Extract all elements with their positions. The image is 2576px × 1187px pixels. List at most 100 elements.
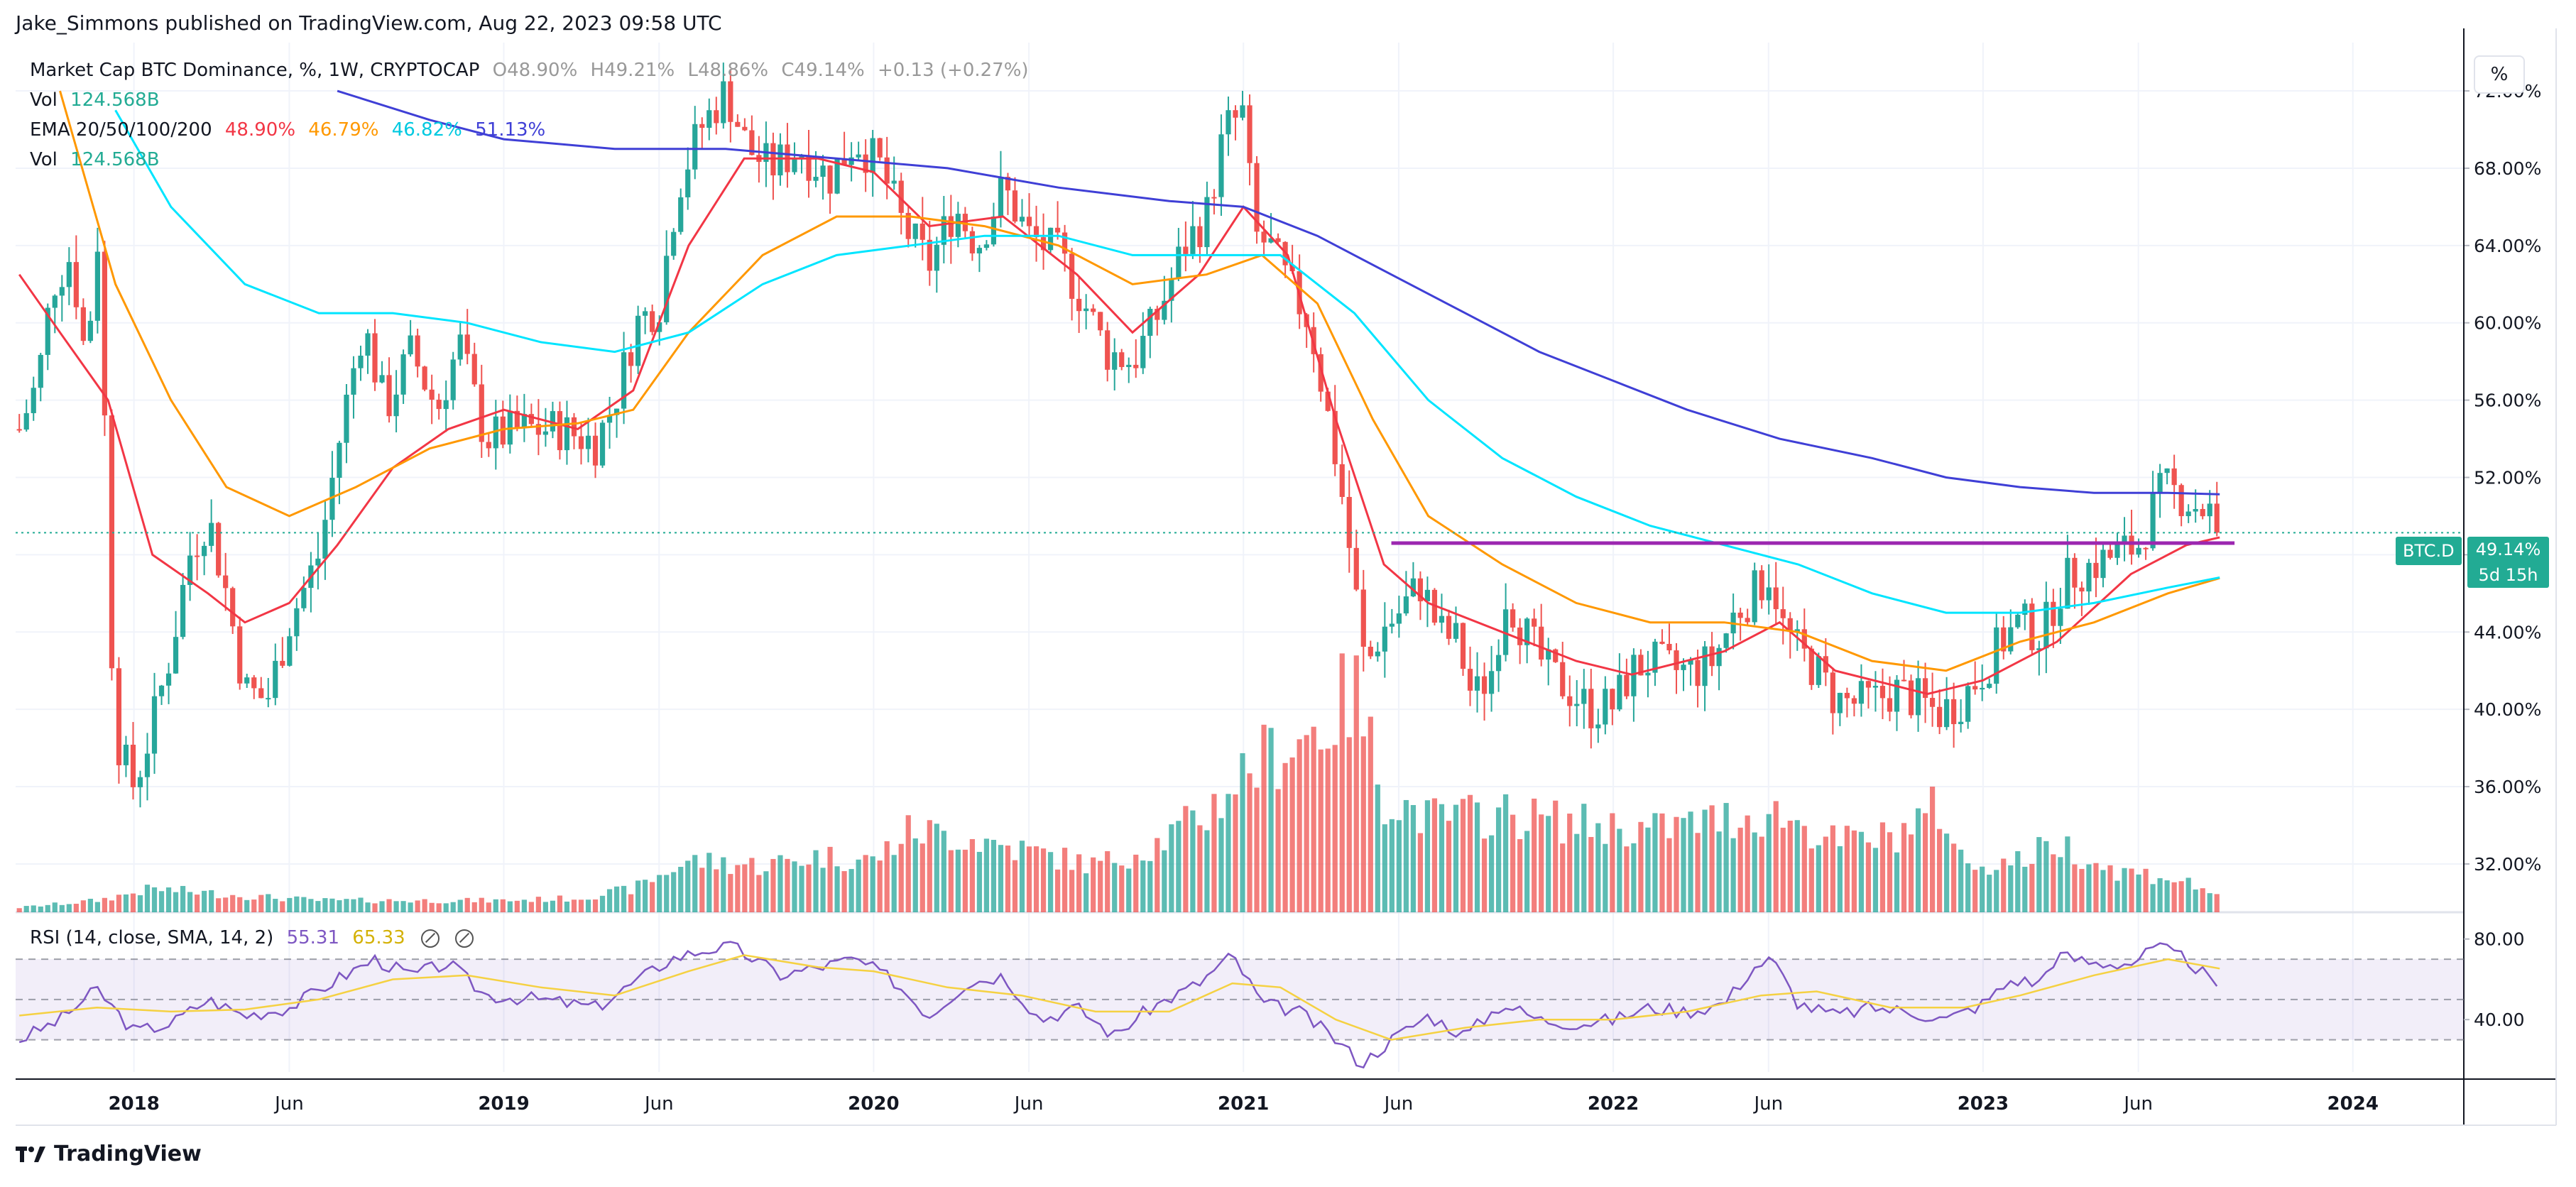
candle-body [1901, 679, 1907, 682]
volume-label[interactable]: Vol [30, 89, 58, 111]
volume-bar [863, 855, 868, 912]
volume-bar [1282, 762, 1288, 912]
volume-bar [1169, 824, 1174, 912]
volume-bar [2129, 868, 2134, 912]
volume-bar [1047, 852, 1054, 912]
candle-body [535, 424, 542, 435]
candle-body [521, 414, 527, 428]
candle-body [294, 608, 300, 637]
ohlc-change: +0.13 (+0.27%) [877, 60, 1029, 81]
candle-body [1211, 197, 1217, 199]
volume-bar [1980, 866, 1985, 912]
ema-label[interactable]: EMA 20/50/100/200 [30, 119, 212, 141]
candle-body [102, 251, 108, 416]
candle-body [1439, 616, 1445, 623]
candle-body [976, 248, 983, 253]
candle-body [1353, 547, 1359, 590]
candle-body [16, 429, 22, 431]
candle-body [1808, 648, 1814, 685]
volume-bar [493, 899, 498, 912]
volume-bar [806, 864, 812, 912]
candle-body [1197, 226, 1203, 248]
volume-bar [1105, 850, 1110, 912]
volume-bar [1958, 849, 1964, 912]
volume-bar [1396, 820, 1402, 912]
candle-body [258, 688, 264, 699]
volume-bar [1510, 814, 1516, 912]
volume-bar [1176, 821, 1181, 912]
volume-bar [678, 867, 684, 912]
candle-body [792, 159, 797, 173]
volume-bar [1410, 804, 1417, 912]
volume-bar [38, 906, 43, 912]
candle-body [2100, 549, 2106, 579]
candle-body [1375, 651, 1380, 657]
candle-body [1247, 105, 1252, 163]
volume-bar [344, 899, 349, 912]
footer-brand[interactable]: TradingView [16, 1142, 202, 1166]
candle-body [1737, 612, 1743, 618]
candle-body [1098, 312, 1103, 331]
volume-bar [998, 845, 1004, 912]
volume-bar [1631, 843, 1637, 912]
candle-body [1823, 656, 1828, 673]
candle-body [1617, 674, 1622, 710]
candle-body [1084, 308, 1089, 312]
candle-body [650, 311, 655, 332]
volume-bar [756, 875, 762, 912]
candle-body [180, 584, 186, 638]
candle-body [1603, 689, 1608, 725]
volume-bar [2136, 874, 2141, 912]
volume-bar [2015, 850, 2021, 912]
candle-body [1261, 231, 1267, 243]
candle-body [848, 157, 854, 165]
volume-bar [1730, 838, 1736, 912]
candle-body [1169, 278, 1174, 301]
candle-body [1410, 578, 1417, 597]
candle-body [948, 216, 954, 237]
candle-body [877, 138, 883, 158]
volume-bar [1851, 830, 1857, 912]
volume-bar [643, 880, 648, 912]
candle-body [1581, 689, 1587, 704]
volume-bar [884, 841, 890, 912]
ema-line-ema200 [337, 89, 2220, 496]
candle-body [287, 636, 293, 666]
ohlc-open: O48.90% [492, 60, 578, 81]
volume-bar [1787, 820, 1793, 912]
percent-scale-button[interactable]: % [2474, 55, 2525, 94]
volume-bar [2143, 868, 2149, 912]
volume2-label[interactable]: Vol [30, 149, 58, 170]
candle-body [1972, 686, 1978, 690]
symbol-name[interactable]: Market Cap BTC Dominance, %, 1W, CRYPTOC… [30, 60, 480, 81]
candle-body [1567, 696, 1573, 706]
volume-bar [948, 850, 954, 912]
volume-bar [1474, 802, 1480, 912]
volume-bar [1311, 726, 1316, 912]
candle-body [657, 322, 662, 332]
volume-bar [358, 897, 364, 912]
volume-bar [514, 900, 520, 912]
volume-bar [393, 901, 399, 912]
volume-bar [1332, 745, 1338, 912]
candle-body [998, 177, 1004, 217]
volume-bar [2065, 836, 2070, 912]
volume-bar [1773, 801, 1779, 912]
candle-body [1858, 681, 1865, 704]
volume-bar [1098, 860, 1103, 912]
volume-bar [1610, 813, 1615, 912]
candle-body [471, 354, 477, 385]
candle-body [2015, 614, 2021, 628]
candle-body [2008, 627, 2014, 652]
volume-bar [969, 838, 975, 912]
rsi-label[interactable]: RSI (14, close, SMA, 14, 2) [30, 927, 274, 948]
candle-body [351, 368, 356, 395]
x-tick-label: Jun [273, 1093, 304, 1115]
volume-bar [735, 865, 741, 912]
volume-bar [1695, 833, 1701, 912]
candle-body [628, 352, 634, 366]
volume-bar [877, 860, 883, 912]
candle-body [1674, 650, 1679, 670]
candle-body [116, 668, 122, 765]
